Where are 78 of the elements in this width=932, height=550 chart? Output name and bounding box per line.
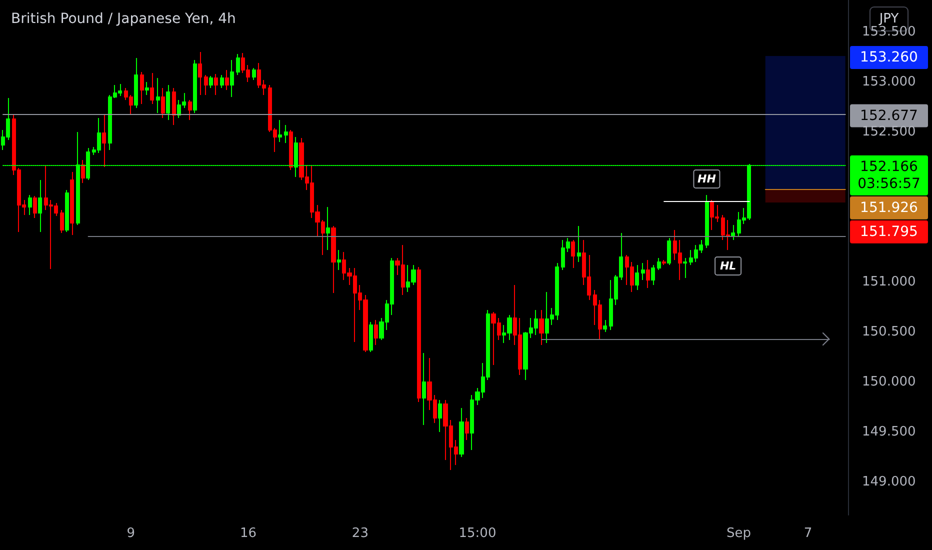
- candlestick: [252, 68, 256, 80]
- candlestick: [465, 418, 469, 440]
- candlestick: [683, 258, 687, 278]
- candlestick: [204, 74, 208, 96]
- annotation: HL: [720, 260, 736, 272]
- annotation: HH: [698, 172, 716, 186]
- candlestick: [417, 266, 421, 402]
- x-tick-label: 7: [804, 526, 812, 541]
- candlestick: [214, 74, 218, 96]
- y-tick-label: 153.500: [862, 24, 916, 40]
- candlestick: [81, 160, 85, 184]
- candlestick: [161, 88, 165, 118]
- candlestick: [28, 194, 32, 216]
- candlestick: [731, 224, 735, 240]
- candlestick: [662, 260, 666, 266]
- candlestick: [209, 76, 213, 88]
- y-tick-label: 152.500: [862, 124, 916, 140]
- x-tick-label: 9: [126, 526, 136, 541]
- candlestick: [193, 60, 197, 114]
- candlestick: [172, 88, 176, 126]
- candlestick: [705, 194, 709, 248]
- candlestick: [150, 72, 154, 104]
- candlestick: [188, 100, 192, 120]
- candlestick: [220, 74, 224, 88]
- y-tick-label: 151.000: [862, 274, 916, 290]
- y-tick-label: 150.500: [862, 324, 916, 340]
- ref-line-label: 152.677: [860, 108, 918, 124]
- candlestick: [198, 52, 202, 96]
- candlestick: [539, 310, 544, 346]
- candlestick: [145, 82, 149, 96]
- candlestick: [284, 124, 288, 144]
- text: 03:56:57: [858, 176, 920, 192]
- candlestick: [651, 264, 655, 286]
- candlestick: [331, 226, 336, 294]
- candlestick: [641, 262, 645, 280]
- y-tick-label: 150.000: [862, 374, 916, 390]
- candlestick: [374, 320, 378, 346]
- candlestick: [65, 190, 69, 232]
- y-axis-title: JPY: [878, 12, 899, 26]
- x-tick-label: 23: [352, 526, 368, 541]
- candlestick: [134, 58, 138, 108]
- y-tick-label: 149.500: [862, 424, 916, 440]
- candlestick: [635, 264, 639, 290]
- candlestick: [337, 250, 341, 270]
- y-tick-label: 153.000: [862, 74, 916, 90]
- text: British Pound / Japanese Yen, 4h: [11, 11, 236, 27]
- candlestick: [667, 238, 671, 266]
- candlestick: [230, 60, 234, 98]
- candlestick: [156, 78, 160, 114]
- candlestick: [236, 54, 240, 76]
- x-tick-label: Sep: [726, 526, 751, 541]
- y-tick-label: 149.000: [862, 474, 916, 490]
- candlestick: [278, 120, 282, 142]
- candlestick: [225, 70, 229, 90]
- ref-line-label: 152.166: [860, 158, 918, 175]
- candlestick: [438, 400, 442, 432]
- candlestick: [657, 258, 661, 270]
- candlestick: [646, 260, 650, 288]
- candlestick: [369, 322, 373, 352]
- candlestick: [326, 206, 330, 250]
- band-label: 153.260: [860, 50, 918, 66]
- candlestick: [166, 84, 170, 120]
- candlestick: [33, 196, 37, 218]
- x-tick-label: 16: [240, 526, 257, 541]
- candlestick: [577, 226, 581, 262]
- candlestick: [603, 320, 607, 332]
- candlestick: [140, 72, 144, 104]
- candlestick: [38, 180, 42, 232]
- ref-line-label: 151.926: [860, 200, 918, 216]
- candlestick: [571, 240, 575, 268]
- candlestick: [60, 210, 64, 234]
- band-label: 151.795: [860, 224, 918, 240]
- candlestick: [422, 352, 426, 426]
- candlestick: [102, 114, 106, 168]
- x-tick-label: 15:00: [458, 526, 496, 541]
- candlestick: [289, 130, 293, 170]
- candlestick: [70, 172, 74, 236]
- candlestick: [459, 408, 464, 458]
